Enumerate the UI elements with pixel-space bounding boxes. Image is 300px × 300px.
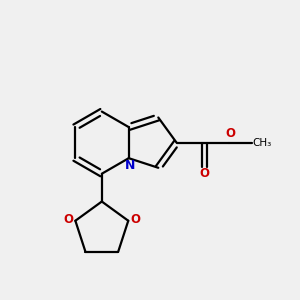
Text: CH₃: CH₃: [252, 138, 271, 148]
Text: N: N: [125, 159, 136, 172]
Text: O: O: [130, 213, 140, 226]
Text: O: O: [200, 167, 209, 180]
Text: O: O: [226, 127, 236, 140]
Text: O: O: [63, 213, 73, 226]
